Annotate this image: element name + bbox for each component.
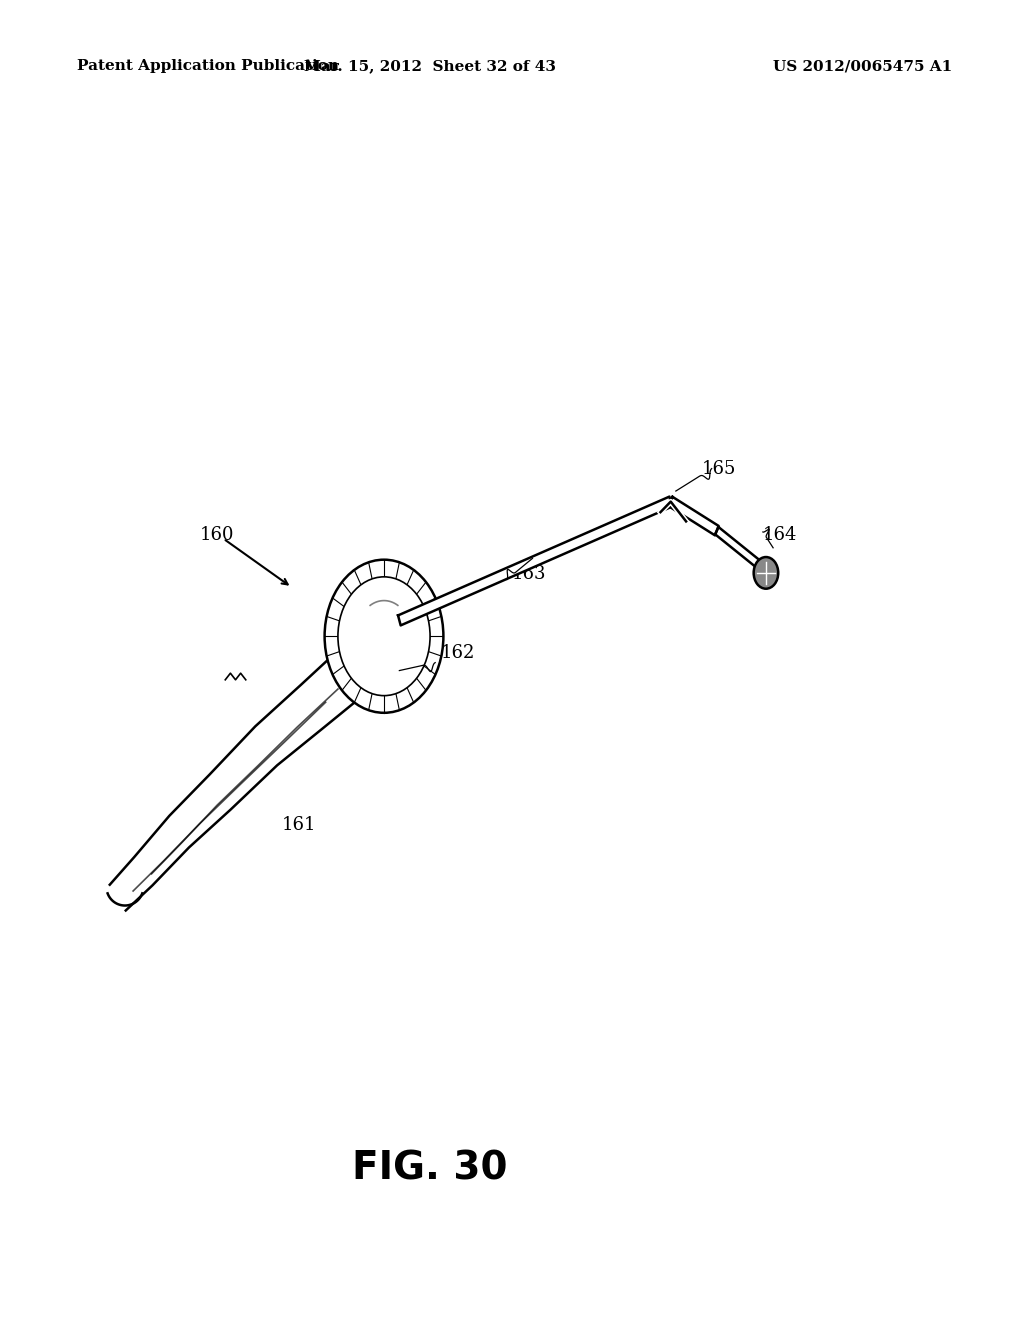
Circle shape — [325, 560, 443, 713]
Text: 163: 163 — [512, 565, 547, 583]
Text: 165: 165 — [701, 459, 736, 478]
Text: Mar. 15, 2012  Sheet 32 of 43: Mar. 15, 2012 Sheet 32 of 43 — [304, 59, 556, 74]
Text: 164: 164 — [763, 525, 798, 544]
Polygon shape — [669, 496, 719, 536]
Circle shape — [754, 557, 778, 589]
Text: US 2012/0065475 A1: US 2012/0065475 A1 — [773, 59, 952, 74]
Text: 161: 161 — [282, 816, 316, 834]
Polygon shape — [715, 527, 760, 568]
Text: 162: 162 — [440, 644, 475, 663]
Text: FIG. 30: FIG. 30 — [352, 1150, 508, 1187]
Polygon shape — [398, 496, 672, 626]
Text: 160: 160 — [200, 525, 234, 544]
Polygon shape — [110, 622, 396, 911]
Circle shape — [338, 577, 430, 696]
Text: Patent Application Publication: Patent Application Publication — [77, 59, 339, 74]
